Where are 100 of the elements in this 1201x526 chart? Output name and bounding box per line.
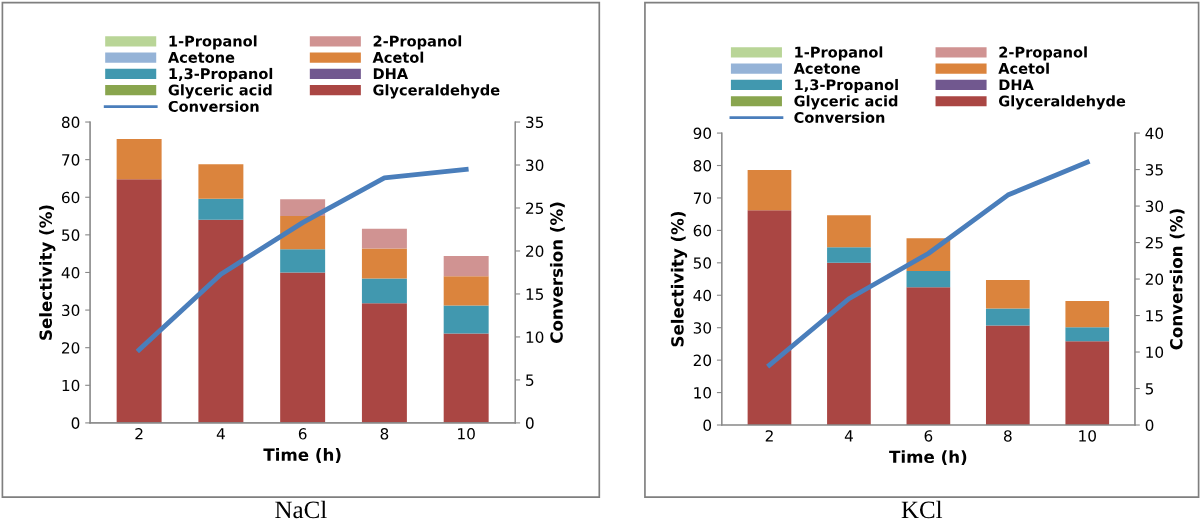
bar	[443, 305, 489, 334]
legend-label: Glyceric acid	[794, 95, 898, 110]
bar	[280, 249, 326, 273]
legend-label: 2-Propanol	[373, 35, 462, 50]
y-tick-label: 10	[694, 387, 712, 399]
x-tick-label: 4	[216, 428, 225, 440]
legend-label: 1,3-Propanol	[795, 78, 898, 94]
bar	[361, 228, 407, 249]
bar	[985, 280, 1030, 309]
x-tick-label: 4	[844, 430, 853, 442]
y2-tick-label: 20	[526, 245, 544, 257]
y-tick-label: 10	[62, 379, 80, 392]
legend-label: Acetone	[793, 63, 860, 74]
legend-label: 1-Propanol	[795, 46, 883, 61]
y-tick-label: 80	[61, 116, 80, 129]
y-tick-label: 60	[61, 191, 80, 204]
y2-tick-label: 30	[1145, 200, 1164, 213]
y-tick-label: 50	[62, 229, 80, 241]
legend-label: DHA	[999, 79, 1034, 91]
bar	[747, 170, 792, 211]
legend-label: Glyceric acid	[168, 84, 272, 99]
bar	[827, 247, 871, 263]
bar	[985, 325, 1030, 426]
bar	[116, 179, 162, 423]
y2-tick-label: 0	[1145, 419, 1154, 432]
legend-label: DHA	[373, 68, 409, 79]
y-tick-label: 70	[62, 154, 80, 166]
bar	[1065, 341, 1110, 426]
y-tick-label: 30	[693, 322, 712, 334]
legend-label: Conversion	[168, 100, 259, 112]
y-tick-label: 0	[703, 419, 712, 432]
bar	[985, 308, 1030, 326]
x-tick-label: 2	[765, 430, 773, 442]
x-tick-label: 6	[298, 428, 307, 440]
y-tick-label: 30	[62, 304, 80, 317]
bar	[747, 210, 792, 426]
x-axis-title: Time (h)	[263, 448, 341, 463]
x-tick-label: 8	[1004, 430, 1012, 442]
legend-label: 1,3-Propanol	[169, 67, 273, 83]
bar	[1065, 301, 1110, 328]
y-tick-label: 90	[693, 127, 712, 140]
legend-label: Glyceraldehyde	[373, 84, 500, 99]
legend-label: Acetol	[372, 51, 424, 63]
y-tick-label: 70	[693, 192, 712, 204]
y2-tick-label: 5	[1145, 383, 1154, 395]
line-series	[136, 166, 469, 353]
y2-tick-label: 25	[526, 202, 544, 215]
y2-tick-label: 15	[526, 288, 544, 300]
legend-label: Glyceraldehyde	[998, 95, 1126, 110]
x-tick-label: 6	[924, 430, 933, 442]
legend-label: Acetone	[167, 52, 235, 63]
y2-tick-label: 10	[526, 331, 544, 343]
text: NaCl	[275, 500, 327, 519]
legend-label: Conversion	[794, 111, 885, 123]
bar	[443, 255, 489, 277]
legend-label: 2-Propanol	[999, 46, 1087, 61]
bar	[198, 219, 244, 423]
bar	[906, 270, 951, 288]
bar	[827, 262, 871, 426]
y-tick-label: 40	[61, 266, 80, 279]
bar	[280, 199, 326, 217]
y2-tick-label: 40	[1145, 127, 1164, 140]
x-tick-label: 10	[458, 428, 475, 440]
bar	[361, 278, 407, 304]
y-axis-title: Selectivity (%)	[39, 205, 56, 340]
bar	[361, 248, 407, 279]
y2-tick-label: 0	[525, 417, 534, 429]
bar	[116, 138, 162, 180]
y-axis-title: Selectivity (%)	[670, 211, 688, 347]
y2-axis-title: Conversion (%)	[1169, 209, 1185, 350]
x-tick-label: 8	[380, 428, 389, 440]
x-axis-title: Time (h)	[889, 450, 967, 466]
y-tick-label: 0	[71, 417, 80, 429]
bar	[827, 215, 871, 248]
y2-tick-label: 15	[1146, 310, 1163, 322]
bar	[361, 303, 407, 423]
bar	[198, 198, 244, 220]
y-tick-label: 50	[693, 257, 712, 269]
y2-tick-label: 10	[1146, 346, 1164, 359]
legend-label: 1-Propanol	[169, 35, 257, 50]
y-tick-label: 60	[693, 224, 712, 237]
legend-label: Acetol	[998, 62, 1049, 74]
y-tick-label: 20	[693, 354, 712, 367]
y-tick-label: 20	[62, 342, 80, 354]
bar	[280, 272, 326, 423]
line-series	[767, 159, 1090, 368]
bar	[906, 287, 951, 426]
y2-tick-label: 20	[1145, 273, 1164, 286]
bar	[1065, 327, 1110, 342]
y2-tick-label: 35	[1145, 164, 1163, 176]
text: KCl	[901, 500, 943, 519]
y2-tick-label: 25	[1145, 237, 1163, 249]
y2-tick-label: 35	[526, 116, 544, 129]
bar	[443, 333, 489, 423]
y-tick-label: 40	[693, 289, 712, 302]
x-tick-label: 2	[135, 428, 143, 440]
bar	[443, 276, 489, 306]
y-tick-label: 80	[693, 159, 712, 172]
x-tick-label: 10	[1079, 430, 1096, 442]
y2-tick-label: 5	[526, 374, 534, 386]
